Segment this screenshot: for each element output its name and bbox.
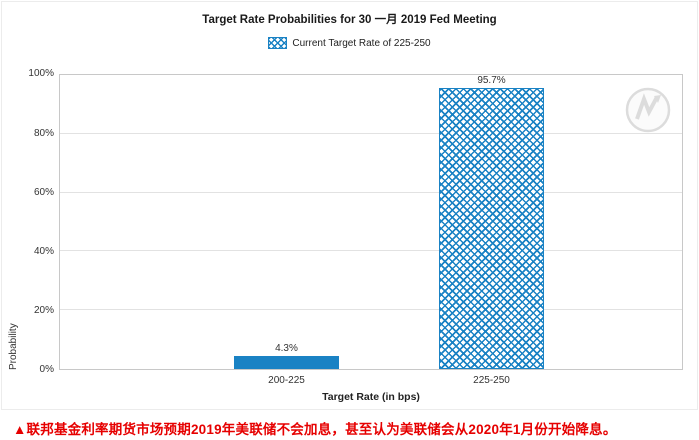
y-tick-label: 80%	[33, 128, 54, 139]
bar-slot: 4.3%	[234, 75, 339, 369]
x-tick-label: 200-225	[268, 375, 305, 386]
bar-value-label: 4.3%	[275, 343, 298, 355]
chart-frame: Target Rate Probabilities for 30 一月 2019…	[1, 1, 698, 410]
y-tick-label: 100%	[28, 68, 54, 79]
caption-text: ▲联邦基金利率期货市场预期2019年美联储不会加息，甚至认为美联储会从2020年…	[13, 422, 617, 437]
gridline	[60, 250, 682, 252]
bar-200-225	[234, 356, 339, 369]
legend-label: Current Target Rate of 225-250	[292, 37, 431, 49]
chart-title: Target Rate Probabilities for 30 一月 2019…	[202, 14, 497, 26]
plot-area: 4.3% 95.7%	[59, 74, 683, 370]
y-tick-label: 20%	[33, 305, 54, 316]
x-ticks: 200-225 225-250	[59, 375, 683, 386]
bar-value-label: 95.7%	[477, 75, 506, 86]
bar-225-250	[439, 88, 544, 369]
y-tick-label: 40%	[33, 246, 54, 257]
gridline	[60, 309, 682, 311]
bars-area: 4.3% 95.7%	[60, 75, 682, 369]
x-axis-title: Target Rate (in bps)	[322, 391, 420, 403]
chart-legend: Current Target Rate of 225-250	[2, 37, 697, 49]
gridline	[60, 191, 682, 193]
watermark-logo-icon	[625, 87, 671, 133]
legend-swatch-icon	[268, 37, 288, 49]
gridline	[60, 132, 682, 134]
bar-slot: 95.7%	[439, 75, 544, 369]
x-tick-label: 225-250	[473, 375, 510, 386]
y-tick-label: 60%	[33, 187, 54, 198]
y-axis-title: Probability	[8, 323, 19, 370]
y-tick-label: 0%	[39, 364, 54, 375]
